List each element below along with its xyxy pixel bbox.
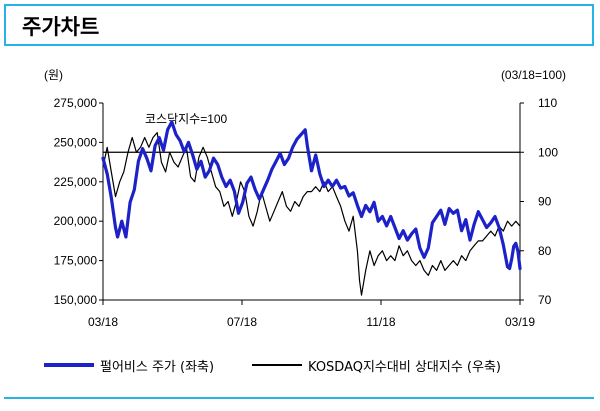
legend-swatch-black (252, 364, 302, 366)
right-axis-unit: (03/18=100) (501, 68, 566, 82)
stock-chart: (원) (03/18=100) 코스닥지수=100 275,000 250,000… (44, 68, 566, 329)
right-tick-label: 80 (538, 244, 552, 258)
right-tick-label: 110 (538, 96, 557, 110)
chart-legend: 펄어비스 주가 (좌축) KOSDAQ지수대비 상대지수 (우축) (0, 353, 600, 377)
x-tick-label: 11/18 (366, 315, 395, 329)
right-tick-label: 100 (538, 145, 558, 159)
left-tick-label: 150,000 (54, 293, 98, 307)
legend-swatch-blue (44, 363, 94, 367)
left-tick-label: 175,000 (54, 254, 98, 268)
left-tick-label: 225,000 (54, 175, 98, 189)
left-tick-label: 275,000 (54, 96, 98, 110)
x-tick-label: 03/19 (505, 315, 535, 329)
x-tick-label: 03/18 (88, 315, 118, 329)
series-line-stock-price (101, 120, 522, 271)
left-tick-label: 200,000 (54, 214, 98, 228)
right-tick-label: 70 (538, 293, 552, 307)
right-tick-label: 90 (538, 195, 552, 209)
chart-header: 주가차트 (4, 4, 594, 46)
left-tick-label: 250,000 (54, 135, 98, 149)
reference-annotation: 코스닥지수=100 (145, 112, 228, 126)
legend-item-stock-price: 펄어비스 주가 (좌축) (44, 353, 214, 377)
legend-label-relative-index: KOSDAQ지수대비 상대지수 (우축) (308, 359, 501, 375)
header-title: 주가차트 (22, 15, 100, 39)
legend-label-stock-price: 펄어비스 주가 (좌축) (100, 359, 215, 375)
bottom-rule (4, 397, 594, 399)
x-tick-label: 07/18 (227, 315, 257, 329)
legend-item-relative-index: KOSDAQ지수대비 상대지수 (우축) (252, 353, 501, 377)
left-axis-unit: (원) (44, 68, 63, 82)
series-line-relative-index (102, 132, 521, 296)
